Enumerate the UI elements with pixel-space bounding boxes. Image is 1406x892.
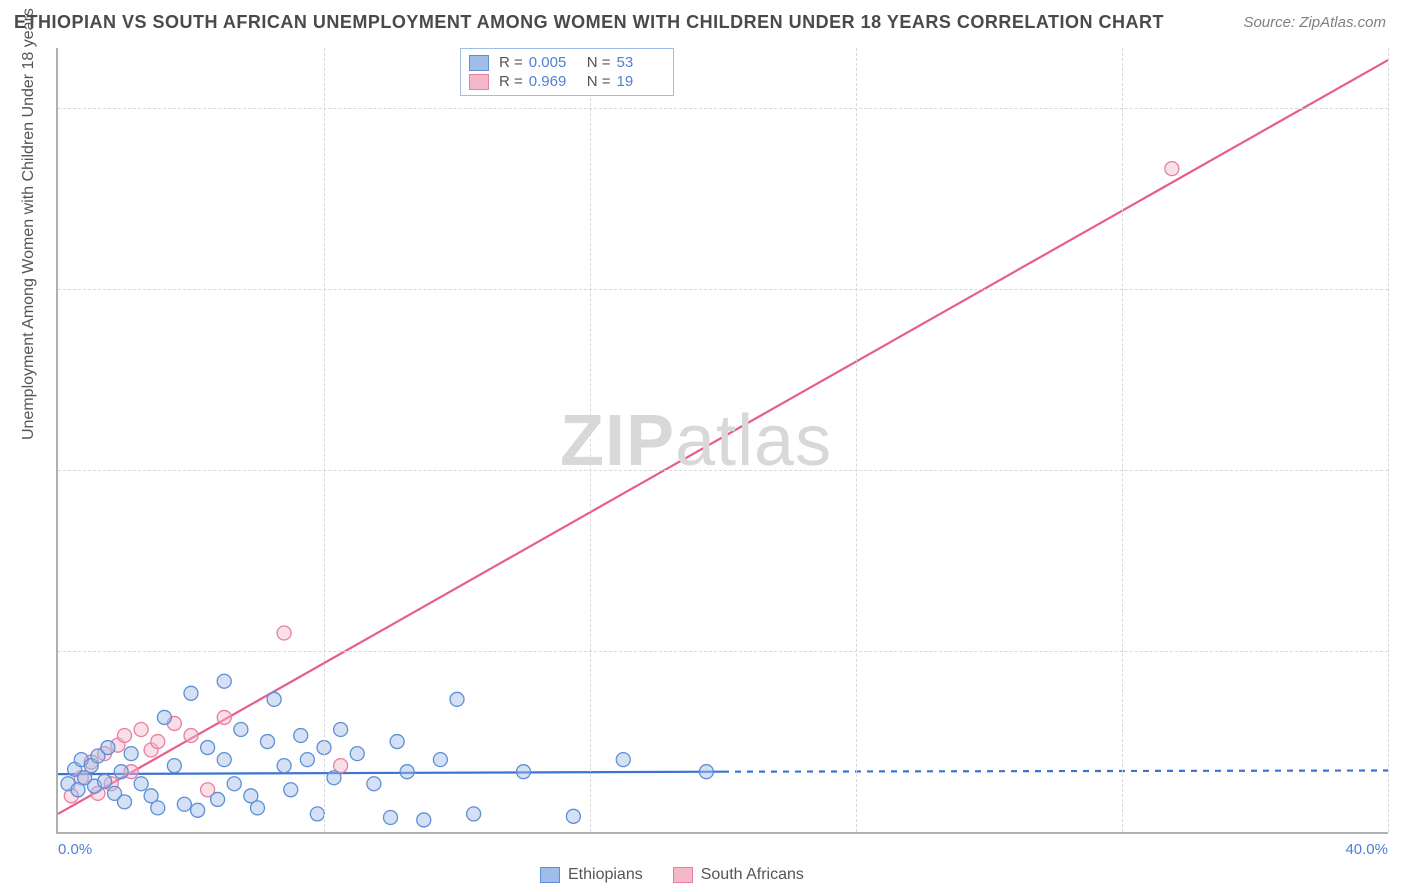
scatter-point-ethiopians <box>267 692 281 706</box>
n-label: N = <box>587 54 611 71</box>
grid-line-v <box>324 48 325 832</box>
x-tick-label: 0.0% <box>58 841 92 858</box>
y-tick-label: 60.0% <box>1390 100 1406 117</box>
scatter-point-south-africans <box>118 729 132 743</box>
scatter-point-ethiopians <box>277 759 291 773</box>
grid-line-h <box>58 470 1388 471</box>
y-tick-label: 15.0% <box>1390 643 1406 660</box>
scatter-point-ethiopians <box>134 777 148 791</box>
correlation-legend-row-ethiopians: R = 0.005 N = 53 <box>469 53 665 72</box>
scatter-point-ethiopians <box>334 722 348 736</box>
y-axis-label: Unemployment Among Women with Children U… <box>20 8 38 440</box>
scatter-point-ethiopians <box>157 710 171 724</box>
chart-title: ETHIOPIAN VS SOUTH AFRICAN UNEMPLOYMENT … <box>14 12 1164 33</box>
scatter-point-ethiopians <box>400 765 414 779</box>
y-tick-label: 45.0% <box>1390 281 1406 298</box>
scatter-point-south-africans <box>134 722 148 736</box>
n-value-ethiopians: 53 <box>617 54 665 71</box>
series-legend-item-south-africans: South Africans <box>673 866 804 884</box>
scatter-point-ethiopians <box>433 753 447 767</box>
scatter-point-ethiopians <box>367 777 381 791</box>
scatter-point-south-africans <box>277 626 291 640</box>
trend-line-ethiopians-dashed <box>723 770 1388 771</box>
correlation-legend-row-south-africans: R = 0.969 N = 19 <box>469 72 665 91</box>
scatter-point-ethiopians <box>467 807 481 821</box>
grid-line-h <box>58 651 1388 652</box>
scatter-point-south-africans <box>1165 162 1179 176</box>
series-label-south-africans: South Africans <box>701 866 804 884</box>
grid-line-v <box>1388 48 1389 832</box>
y-tick-label: 30.0% <box>1390 462 1406 479</box>
scatter-point-ethiopians <box>450 692 464 706</box>
swatch-south-africans <box>469 74 489 90</box>
n-label: N = <box>587 73 611 90</box>
source-attribution: Source: ZipAtlas.com <box>1243 14 1386 31</box>
scatter-point-ethiopians <box>294 729 308 743</box>
r-label: R = <box>499 54 523 71</box>
scatter-point-ethiopians <box>417 813 431 827</box>
scatter-point-ethiopians <box>211 792 225 806</box>
scatter-point-ethiopians <box>699 765 713 779</box>
scatter-point-ethiopians <box>227 777 241 791</box>
scatter-point-ethiopians <box>201 741 215 755</box>
scatter-point-south-africans <box>184 729 198 743</box>
r-label: R = <box>499 73 523 90</box>
trend-line-south-africans <box>58 60 1388 814</box>
scatter-point-ethiopians <box>566 809 580 823</box>
series-legend-item-ethiopians: Ethiopians <box>540 866 643 884</box>
scatter-point-ethiopians <box>260 735 274 749</box>
scatter-point-ethiopians <box>217 753 231 767</box>
scatter-point-ethiopians <box>177 797 191 811</box>
swatch-south-africans <box>673 867 693 883</box>
scatter-point-ethiopians <box>517 765 531 779</box>
grid-line-v <box>856 48 857 832</box>
plot-area: 15.0%30.0%45.0%60.0%0.0%40.0% <box>56 48 1388 834</box>
series-label-ethiopians: Ethiopians <box>568 866 643 884</box>
swatch-ethiopians <box>469 55 489 71</box>
grid-line-v <box>590 48 591 832</box>
grid-line-h <box>58 289 1388 290</box>
r-value-ethiopians: 0.005 <box>529 54 577 71</box>
scatter-point-ethiopians <box>310 807 324 821</box>
scatter-point-ethiopians <box>327 771 341 785</box>
scatter-point-ethiopians <box>184 686 198 700</box>
grid-line-v <box>1122 48 1123 832</box>
scatter-point-ethiopians <box>300 753 314 767</box>
grid-line-h <box>58 108 1388 109</box>
scatter-point-ethiopians <box>217 674 231 688</box>
scatter-point-ethiopians <box>191 803 205 817</box>
scatter-point-ethiopians <box>98 774 112 788</box>
n-value-south-africans: 19 <box>617 73 665 90</box>
scatter-point-ethiopians <box>114 765 128 779</box>
scatter-point-ethiopians <box>251 801 265 815</box>
scatter-point-ethiopians <box>616 753 630 767</box>
scatter-point-ethiopians <box>101 741 115 755</box>
scatter-point-ethiopians <box>384 811 398 825</box>
x-tick-label: 40.0% <box>1345 841 1388 858</box>
scatter-point-south-africans <box>151 735 165 749</box>
scatter-point-south-africans <box>217 710 231 724</box>
trend-line-ethiopians <box>58 772 723 774</box>
r-value-south-africans: 0.969 <box>529 73 577 90</box>
correlation-legend: R = 0.005 N = 53 R = 0.969 N = 19 <box>460 48 674 96</box>
scatter-point-ethiopians <box>124 747 138 761</box>
swatch-ethiopians <box>540 867 560 883</box>
scatter-point-ethiopians <box>234 722 248 736</box>
scatter-point-ethiopians <box>118 795 132 809</box>
scatter-point-ethiopians <box>390 735 404 749</box>
scatter-point-ethiopians <box>284 783 298 797</box>
scatter-point-ethiopians <box>151 801 165 815</box>
scatter-point-ethiopians <box>167 759 181 773</box>
chart-svg <box>58 48 1388 832</box>
scatter-point-ethiopians <box>350 747 364 761</box>
series-legend: Ethiopians South Africans <box>540 866 804 884</box>
